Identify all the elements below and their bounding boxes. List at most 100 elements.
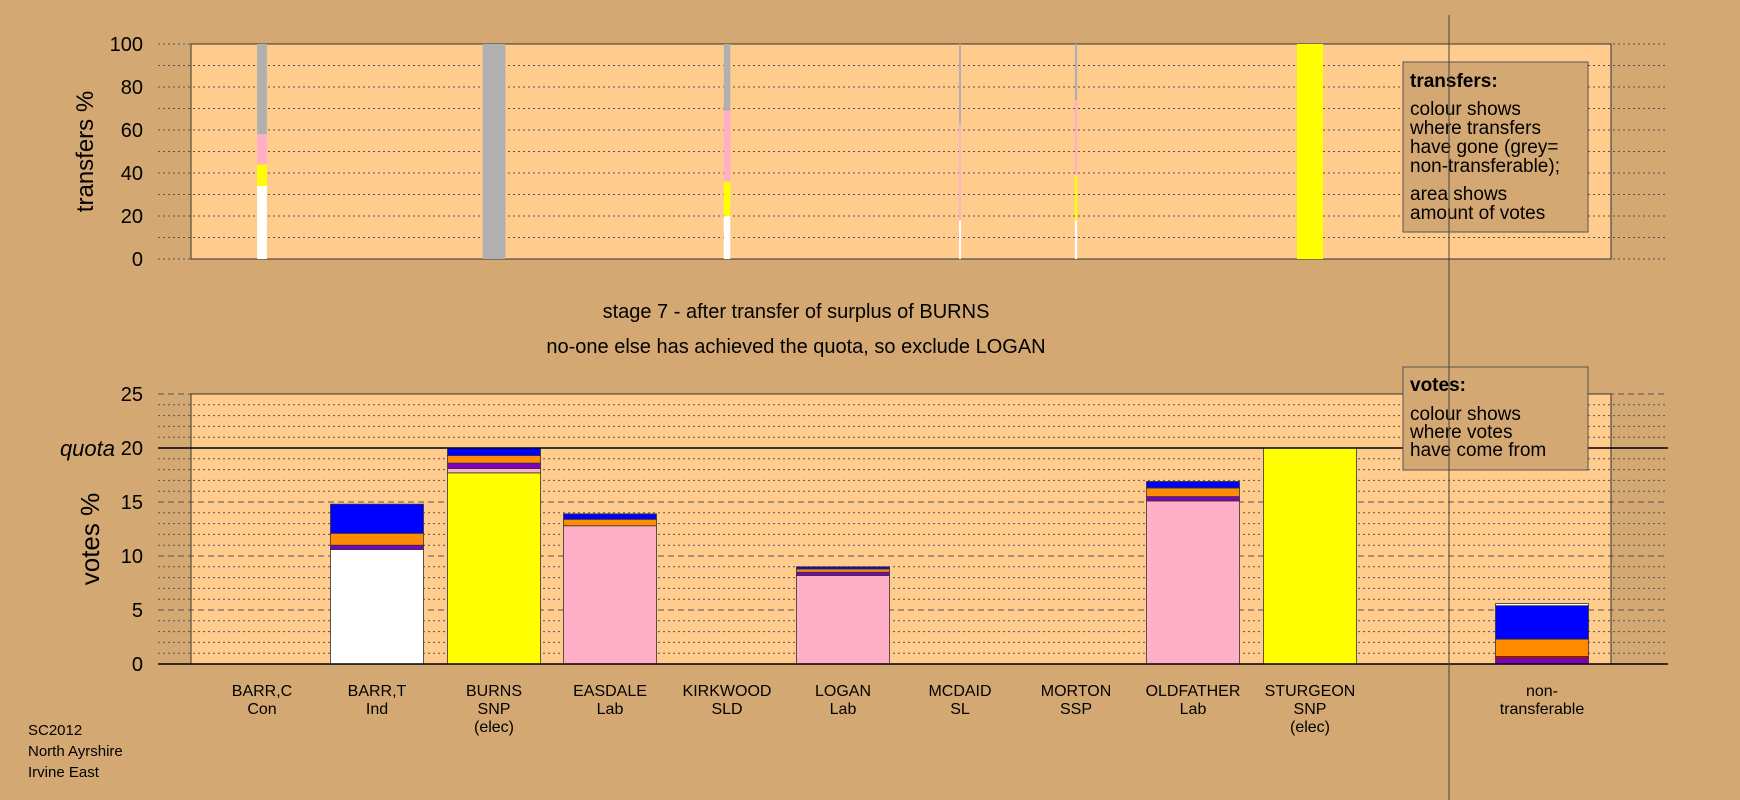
vote-bar-segment bbox=[1495, 603, 1589, 607]
transfers-legend-title: transfers: bbox=[1410, 71, 1498, 92]
candidate-label: SSP bbox=[1060, 701, 1092, 718]
votes-plot-area bbox=[191, 394, 1611, 664]
votes-y-tick-label: 15 bbox=[121, 492, 143, 514]
vote-bar-segment bbox=[1495, 638, 1589, 657]
transfers-legend-line: non-transferable); bbox=[1410, 156, 1560, 177]
candidate-label: LOGAN bbox=[815, 683, 871, 700]
votes-y-axis-label: votes % bbox=[75, 493, 105, 586]
stage-title: stage 7 - after transfer of surplus of B… bbox=[603, 301, 990, 323]
transfer-bar-segment bbox=[482, 44, 506, 259]
transfers-legend-line: amount of votes bbox=[1410, 203, 1545, 224]
transfer-bar-segment bbox=[1296, 44, 1324, 259]
transfers-legend: transfers: colour shows where transfers … bbox=[1402, 61, 1589, 233]
transfer-bar-segment bbox=[723, 110, 731, 182]
transfer-bar-segment bbox=[1074, 175, 1078, 221]
footer-ward: Irvine East bbox=[28, 764, 100, 781]
quota-label: quota bbox=[60, 436, 115, 461]
candidate-label: Ind bbox=[366, 701, 388, 718]
transfers-legend-line: area shows bbox=[1410, 184, 1507, 205]
footer-council: North Ayrshire bbox=[28, 743, 123, 760]
vote-bar-segment bbox=[1263, 447, 1357, 665]
votes-y-tick-label: 0 bbox=[132, 654, 143, 676]
transfers-y-tick-label: 40 bbox=[121, 163, 143, 185]
candidate-label: EASDALE bbox=[573, 683, 647, 700]
transfer-bar-segment bbox=[257, 134, 267, 165]
transfers-legend-line: have gone (grey= bbox=[1410, 137, 1558, 158]
transfers-plot-frame bbox=[190, 43, 1612, 260]
transfer-bar-segment bbox=[723, 44, 731, 111]
vote-bar-segment bbox=[1146, 496, 1240, 502]
vote-bar-segment bbox=[1146, 500, 1240, 665]
transfer-bar-segment bbox=[257, 164, 267, 186]
candidate-label: OLDFATHER bbox=[1146, 683, 1241, 700]
transfers-chart: 0 20 40 60 80 100 transfers % bbox=[72, 34, 1668, 271]
candidate-label: KIRKWOOD bbox=[683, 683, 772, 700]
candidate-label: (elec) bbox=[1290, 719, 1330, 736]
vote-bar-segment bbox=[330, 549, 424, 665]
candidate-label: non- bbox=[1526, 683, 1558, 700]
transfer-bar-segment bbox=[257, 185, 267, 259]
transfers-legend-line: where transfers bbox=[1409, 118, 1541, 139]
vote-bar-segment bbox=[447, 468, 541, 474]
votes-y-tick-label: 5 bbox=[132, 600, 143, 622]
candidate-label: SNP bbox=[1294, 701, 1327, 718]
candidate-label: Lab bbox=[1180, 701, 1207, 718]
transfer-bar-segment bbox=[959, 44, 961, 124]
candidate-label: Lab bbox=[597, 701, 624, 718]
votes-legend-line: where votes bbox=[1409, 422, 1512, 443]
votes-legend-title: votes: bbox=[1410, 375, 1466, 396]
transfers-y-tick-label: 60 bbox=[121, 120, 143, 142]
footer-election: SC2012 bbox=[28, 722, 82, 739]
candidate-label: Con bbox=[247, 701, 276, 718]
vote-bar-segment bbox=[447, 462, 541, 469]
vote-bar-segment bbox=[330, 503, 424, 534]
vote-bar-segment bbox=[330, 532, 424, 546]
vote-bar-segment bbox=[447, 472, 541, 665]
transfer-bar-segment bbox=[257, 44, 267, 135]
candidate-label: BURNS bbox=[466, 683, 522, 700]
vote-bar-segment bbox=[563, 518, 657, 527]
candidate-label: (elec) bbox=[474, 719, 514, 736]
vote-bar-segment bbox=[447, 455, 541, 464]
candidate-label: MCDAID bbox=[928, 683, 991, 700]
vote-bar-segment bbox=[796, 575, 890, 665]
vote-bar-segment bbox=[1495, 658, 1589, 665]
vote-bar-segment bbox=[796, 568, 890, 573]
transfers-y-axis-label: transfers % bbox=[72, 91, 99, 212]
vote-bar-segment bbox=[1146, 487, 1240, 497]
vote-bar-segment bbox=[447, 447, 541, 456]
candidate-label: BARR,T bbox=[348, 683, 407, 700]
votes-legend: votes: colour shows where votes have com… bbox=[1402, 366, 1589, 471]
transfers-y-tick-label: 100 bbox=[110, 34, 143, 56]
candidate-label: STURGEON bbox=[1265, 683, 1356, 700]
stage-subtitle: no-one else has achieved the quota, so e… bbox=[546, 336, 1045, 358]
candidate-label: SLD bbox=[711, 701, 742, 718]
candidate-label: SL bbox=[950, 701, 970, 718]
transfers-y-tick-label: 80 bbox=[121, 77, 143, 99]
transfer-bar-segment bbox=[1074, 99, 1078, 176]
votes-legend-line: have come from bbox=[1410, 440, 1546, 461]
votes-y-tick-label: 25 bbox=[121, 384, 143, 406]
vote-bar-segment bbox=[1146, 481, 1240, 489]
candidate-label: MORTON bbox=[1041, 683, 1112, 700]
transfers-legend-line: colour shows bbox=[1410, 99, 1521, 120]
vote-bar-segment bbox=[330, 544, 424, 550]
vote-bar-segment bbox=[1495, 605, 1589, 640]
transfers-y-tick-label: 20 bbox=[121, 206, 143, 228]
transfer-bar-segment bbox=[723, 216, 731, 259]
vote-bar-segment bbox=[563, 513, 657, 520]
transfer-bar-segment bbox=[723, 181, 731, 216]
votes-y-tick-label: 10 bbox=[121, 546, 143, 568]
votes-legend-box bbox=[1402, 366, 1589, 471]
vote-bar-segment bbox=[796, 566, 890, 570]
transfer-bar-segment bbox=[1074, 44, 1078, 100]
transfer-bar-segment bbox=[1074, 220, 1078, 259]
votes-y-tick-label: 20 bbox=[121, 438, 143, 460]
candidate-label: transferable bbox=[1500, 701, 1585, 718]
votes-legend-line: colour shows bbox=[1410, 404, 1521, 425]
transfers-legend-box bbox=[1402, 61, 1589, 233]
vote-bar-segment bbox=[796, 571, 890, 576]
transfer-bar-segment bbox=[959, 220, 961, 259]
transfer-bar-segment bbox=[959, 123, 961, 221]
